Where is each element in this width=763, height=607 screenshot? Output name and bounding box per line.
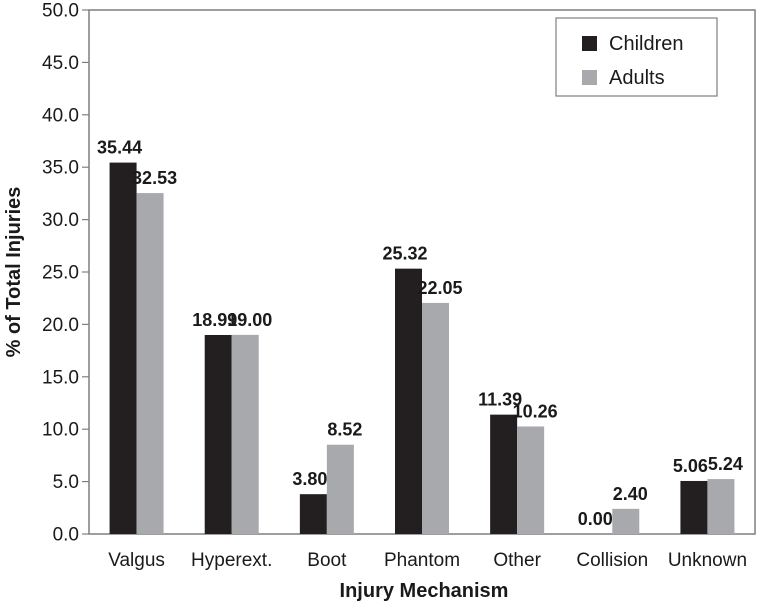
data-label-children: 35.44: [97, 138, 142, 158]
bar-adults: [707, 479, 735, 534]
bar-children: [299, 494, 327, 534]
bar-adults: [422, 302, 449, 534]
y-axis: 0.0 5.0 10.0 15.0 20.0 25.0 30.0 35.0 40.0 45.0 50…: [42, 1, 89, 546]
data-label-children: 5.06: [673, 456, 708, 476]
y-tick-label: 25.0: [42, 263, 79, 284]
y-tick-label: 0.0: [53, 525, 79, 546]
x-axis-title: Injury Mechanism: [340, 580, 509, 602]
legend-label-children: Children: [609, 33, 683, 55]
data-label-children: 18.99: [192, 310, 237, 330]
legend-swatch-children: [582, 36, 597, 51]
y-tick-label: 20.0: [42, 315, 79, 336]
x-tick-label: Hyperext.: [191, 550, 272, 571]
x-tick-label: Other: [493, 550, 541, 571]
data-label-children: 3.80: [292, 469, 327, 489]
bar-children: [680, 480, 708, 534]
x-tick-label: Phantom: [384, 550, 460, 571]
y-tick-label: 10.0: [42, 420, 79, 441]
y-axis-title: % of Total Injuries: [3, 187, 25, 358]
x-tick-label: Valgus: [108, 550, 165, 571]
data-label-children: 11.39: [478, 390, 522, 410]
data-label-children: 0.00: [578, 509, 613, 529]
x-tick-label: Unknown: [668, 550, 747, 571]
bar-adults: [136, 193, 164, 534]
y-tick-label: 5.0: [53, 472, 79, 493]
data-label-children: 25.32: [382, 244, 427, 264]
y-tick-label: 50.0: [42, 1, 79, 22]
x-tick-label: Collision: [576, 550, 648, 571]
bar-children: [395, 268, 422, 534]
y-tick-label: 30.0: [42, 210, 79, 231]
y-tick-label: 45.0: [42, 53, 79, 74]
y-tick-label: 40.0: [42, 105, 79, 126]
legend: Children Adults: [555, 17, 718, 97]
data-label-adults: 22.05: [417, 278, 462, 298]
bar-children: [109, 162, 137, 534]
legend-label-adults: Adults: [609, 67, 665, 89]
data-label-adults: 5.24: [708, 454, 743, 474]
y-tick-label: 15.0: [42, 367, 79, 388]
x-tick-label: Boot: [307, 550, 347, 571]
data-label-adults: 19.00: [227, 310, 272, 330]
data-label-adults: 32.53: [132, 168, 177, 188]
legend-swatch-adults: [582, 70, 597, 85]
bar-children: [490, 414, 518, 534]
bar-adults: [231, 334, 259, 534]
data-label-adults: 8.52: [327, 420, 362, 440]
data-label-adults: 10.26: [513, 401, 558, 421]
data-label-adults: 2.40: [613, 484, 648, 504]
bar-children: [204, 334, 232, 534]
x-axis: Valgus Hyperext. Boot Phantom Other Collision…: [108, 550, 747, 571]
bar-adults: [326, 444, 354, 534]
bar-adults: [612, 508, 640, 534]
y-tick-label: 35.0: [42, 158, 79, 179]
bar-adults: [517, 426, 545, 534]
